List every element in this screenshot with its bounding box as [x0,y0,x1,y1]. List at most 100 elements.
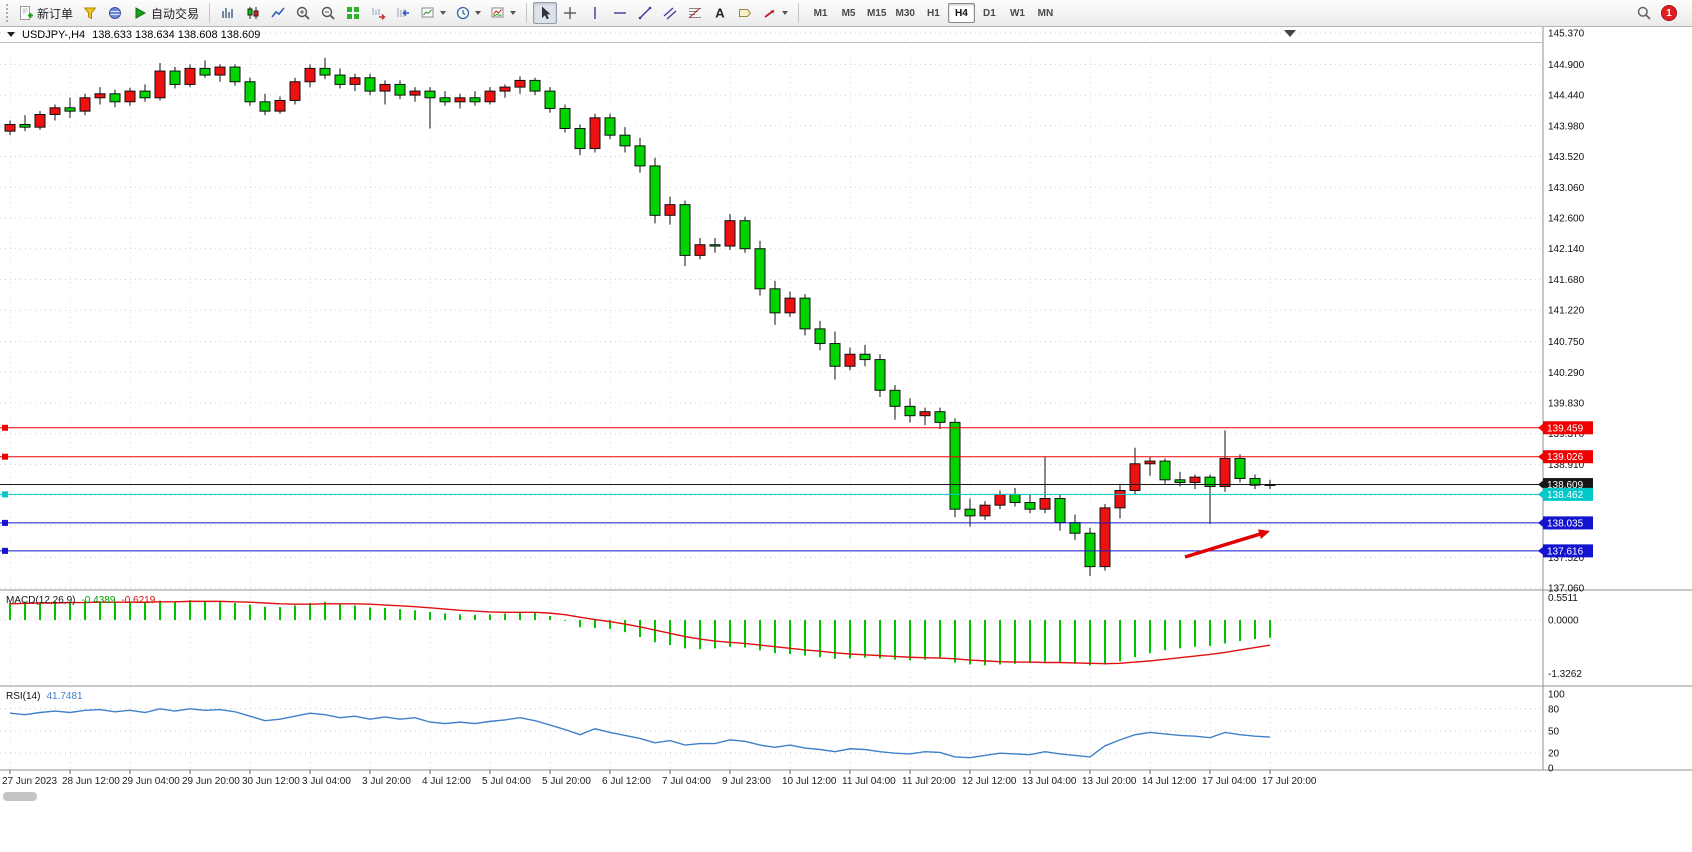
line-price-tag: 137.616 [1538,544,1593,558]
candle-body [1114,489,1126,509]
line-anchor-handle [2,519,8,526]
price-tick-label: 144.440 [1548,91,1585,102]
new-chart-button[interactable] [416,2,450,24]
candle-body [1159,460,1171,481]
line-price-tag: 138.035 [1538,516,1593,530]
time-tick-label: 29 Jun 20:00 [182,776,240,787]
symbol-dropdown-icon[interactable] [7,32,15,37]
line-chart-button[interactable] [266,2,290,24]
time-tick-label: 17 Jul 20:00 [1262,776,1317,787]
chart-shift-icon [397,8,410,17]
candle-body [319,67,331,76]
line-anchor-handle [2,491,8,498]
timeframe-button-h4[interactable]: H4 [947,3,975,23]
toolbar-separator [526,3,528,23]
horizontal-line-object[interactable] [0,491,1543,498]
auto-scroll-icon [372,8,386,20]
cursor-icon [542,6,551,20]
horizontal-scrollbar[interactable] [3,792,37,801]
arrows-tool-button[interactable] [758,2,792,24]
auto-trading-button[interactable]: 自动交易 [128,2,203,24]
candle-body [4,123,16,132]
timeframe-button-w1[interactable]: W1 [1009,7,1025,19]
equidistant-channel-icon [663,7,677,20]
chart-canvas[interactable]: MACD(12,26,9) -0.4389 -0.6219 0.55110.0000-… [0,27,1692,852]
vertical-line-tool-button[interactable] [583,2,607,24]
zoom-out-button[interactable] [316,2,340,24]
svg-text:139.026: 139.026 [1547,452,1584,463]
price-tick-label: 142.600 [1548,214,1585,225]
time-tick-label: 10 Jul 12:00 [782,776,837,787]
time-tick-label: 29 Jun 04:00 [122,776,180,787]
candle-body [214,66,226,76]
candle-body [34,113,46,128]
candle-body [244,81,256,103]
toolbar-grip[interactable] [6,4,9,22]
trend-arrow-annotation[interactable] [1184,529,1270,559]
tile-windows-button[interactable] [341,2,365,24]
auto-trading-icon [135,7,147,19]
candle-body [619,134,631,147]
candle-body [274,99,286,112]
horizontal-line-object[interactable] [0,519,1543,526]
indicators-icon [491,7,504,18]
horizontal-line-object[interactable] [0,424,1543,431]
timeframe-button-d1[interactable]: D1 [983,7,996,19]
timeframe-button-m1[interactable]: M1 [813,7,828,19]
new-chart-icon [421,7,434,18]
macd-axis-label: 0.5511 [1548,593,1578,604]
candle-body [469,97,481,103]
periods-button[interactable] [451,2,485,24]
trendline-tool-button[interactable] [633,2,657,24]
macd-axis-label: 0.0000 [1548,616,1579,627]
horizontal-line-tool-button[interactable] [608,2,632,24]
macd-histogram [9,600,1271,666]
auto-scroll-button[interactable] [366,2,390,24]
time-tick-label: 12 Jul 12:00 [962,776,1017,787]
channel-tool-button[interactable] [658,2,682,24]
bar-chart-button[interactable] [216,2,240,24]
horizontal-line-object[interactable] [0,453,1543,460]
horizontal-line-object[interactable] [0,547,1543,554]
timeframe-button-h1[interactable]: H1 [927,7,940,19]
profiles-button[interactable] [103,2,127,24]
chevron-down-icon [510,11,517,15]
crosshair-tool-button[interactable] [558,2,582,24]
templates-button[interactable] [78,2,102,24]
candle-body [544,90,556,109]
candle-body [79,97,91,112]
zoom-in-button[interactable] [291,2,315,24]
new-order-label: 新订单 [37,6,74,21]
new-order-button[interactable]: 新订单 [14,2,77,24]
candlestick-chart-button[interactable] [241,2,265,24]
timeframe-button-m5[interactable]: M5 [841,7,856,19]
time-tick-label: 13 Jul 20:00 [1082,776,1137,787]
crosshair-icon [564,7,577,19]
candle-body [739,220,751,250]
candle-body [229,66,241,83]
cursor-tool-button[interactable] [533,2,558,24]
candle-body [814,328,826,345]
svg-text:138.462: 138.462 [1547,490,1584,501]
text-tool-button[interactable]: A [708,2,732,24]
clock-icon [456,6,470,20]
trendline-icon [638,6,652,20]
horizontal-line-icon [614,12,627,14]
text-label-tool-button[interactable] [733,2,757,24]
candle-body [604,117,616,136]
notification-badge[interactable]: 1 [1661,5,1677,21]
candle-body [439,97,451,103]
indicators-button[interactable] [486,2,520,24]
time-tick-label: 17 Jul 04:00 [1202,776,1257,787]
timeframe-button-m15[interactable]: M15 [867,7,887,19]
search-button[interactable] [1632,2,1656,24]
macd-label: MACD(12,26,9) -0.4389 -0.6219 [6,595,156,606]
fibonacci-tool-button[interactable] [683,2,707,24]
tile-windows-icon [347,7,360,19]
time-axis[interactable]: 27 Jun 2023 28 Jun 12:00 29 Jun 04:00 29 Ju… [2,770,1317,787]
candle-body [424,90,436,99]
timeframe-button-mn[interactable]: MN [1037,7,1054,19]
candle-body [139,90,151,99]
timeframe-button-m30[interactable]: M30 [895,7,915,19]
chart-shift-button[interactable] [391,2,415,24]
